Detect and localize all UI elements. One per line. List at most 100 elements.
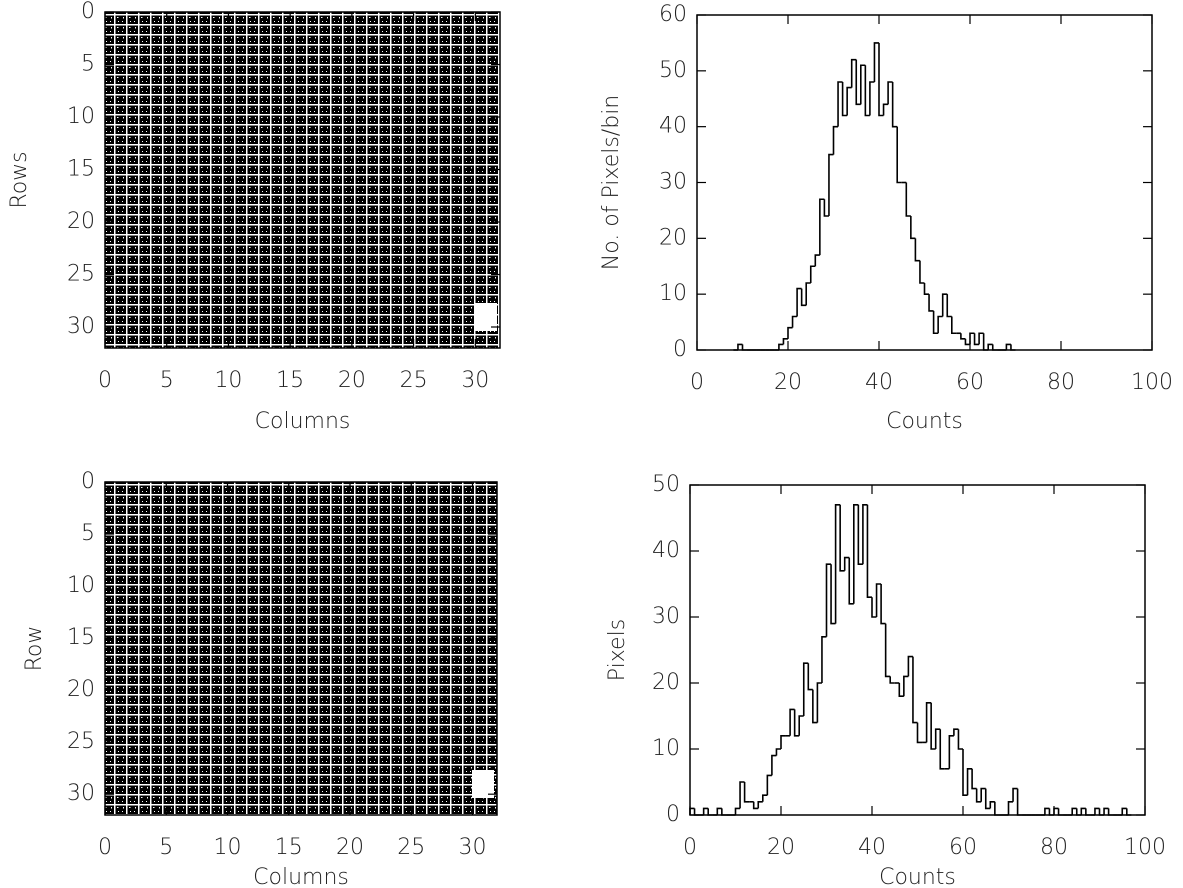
histogram-step <box>978 332 984 345</box>
x-axis-label: Columns <box>255 409 351 434</box>
histogram-step <box>796 287 802 317</box>
histogram-step <box>987 343 993 350</box>
y-tick-label: 25 <box>67 262 95 287</box>
histogram-step <box>932 310 939 335</box>
histogram-step <box>866 504 872 598</box>
histogram-step <box>896 126 902 184</box>
histogram-step <box>775 748 781 756</box>
x-tick-label: 60 <box>949 835 977 860</box>
histogram-step <box>937 315 943 334</box>
histogram-step <box>1005 343 1011 350</box>
histogram-step <box>743 782 750 803</box>
histogram-step <box>812 689 818 724</box>
histogram-step <box>887 81 893 105</box>
histogram-step <box>951 316 957 335</box>
y-tick-label: 10 <box>67 573 95 598</box>
histogram-step <box>969 332 975 345</box>
histogram-step <box>771 754 777 776</box>
histogram-step <box>741 344 748 351</box>
histogram-step <box>1103 807 1109 815</box>
histogram-step <box>919 260 925 284</box>
histogram-step <box>814 254 820 267</box>
x-tick-label: 20 <box>338 368 366 393</box>
y-tick-label: 0 <box>81 0 95 24</box>
x-tick-label: 25 <box>397 835 425 860</box>
x-tick-label: 100 <box>1131 370 1173 395</box>
histogram-step <box>846 86 852 116</box>
x-axis-label: Columns <box>253 865 349 888</box>
histogram-step <box>821 636 827 683</box>
histogram-step <box>805 282 811 306</box>
histogram-step <box>875 583 882 617</box>
histogram-step <box>898 683 904 697</box>
histogram-step <box>1094 807 1100 815</box>
histogram-step <box>752 801 759 810</box>
x-tick-label: 0 <box>98 368 112 393</box>
histogram-step <box>832 125 839 155</box>
histogram-step <box>834 504 841 624</box>
histogram-step <box>702 807 709 815</box>
histogram-step <box>960 333 966 340</box>
histogram-step <box>855 59 861 106</box>
histogram-step <box>923 283 930 295</box>
y-tick-label: 0 <box>666 802 680 827</box>
histogram-step <box>914 238 920 262</box>
histogram-step <box>975 788 982 803</box>
x-tick-label: 20 <box>774 370 802 395</box>
histogram-step <box>1016 788 1023 816</box>
histogram-step <box>880 584 886 625</box>
histogram-step <box>1012 787 1018 802</box>
x-tick-label: 15 <box>275 835 303 860</box>
histogram-step <box>791 315 798 328</box>
histogram-step <box>800 288 807 307</box>
histogram-step <box>848 557 854 605</box>
histogram-step <box>903 675 909 697</box>
histogram-step <box>737 343 743 350</box>
histogram-step <box>762 794 768 802</box>
x-tick-label: 25 <box>400 368 428 393</box>
histogram-step <box>882 103 889 116</box>
histogram-step <box>971 768 977 790</box>
x-tick-label: 5 <box>159 835 173 860</box>
y-tick-label: 30 <box>652 604 680 629</box>
y-axis-label: Rows <box>7 151 32 208</box>
pixel-image <box>105 482 497 815</box>
histogram-step <box>962 749 968 796</box>
histogram-step <box>957 729 963 750</box>
y-tick-label: 40 <box>652 538 680 563</box>
x-axis-label: Counts <box>879 865 956 888</box>
histogram-step <box>871 597 877 618</box>
y-tick-label: 20 <box>67 209 95 234</box>
y-axis-label: No. of Pixels/bin <box>599 95 624 271</box>
histogram-step <box>939 729 945 770</box>
pixel-image <box>105 12 500 348</box>
histogram-step <box>816 682 822 723</box>
histogram-step <box>964 338 970 346</box>
y-axis-label: Row <box>22 626 47 672</box>
histogram-step <box>782 338 788 345</box>
y-tick-label: 40 <box>659 114 687 139</box>
histogram-step <box>1071 807 1077 815</box>
histogram-step <box>1007 801 1014 815</box>
histogram-step <box>934 728 941 749</box>
histogram-step <box>828 153 834 216</box>
y-tick-label: 10 <box>652 736 680 761</box>
histogram-step <box>930 702 936 750</box>
x-tick-label: 20 <box>336 835 364 860</box>
histogram-step <box>825 563 832 637</box>
x-tick-label: 15 <box>276 368 304 393</box>
x-tick-label: 20 <box>767 835 795 860</box>
histogram-step <box>789 708 795 736</box>
x-tick-label: 80 <box>1047 370 1075 395</box>
histogram-step <box>980 787 986 802</box>
histogram-step <box>819 198 825 256</box>
y-tick-label: 0 <box>673 337 687 362</box>
histogram-step <box>739 781 745 809</box>
y-tick-label: 60 <box>659 2 687 27</box>
histogram-step <box>891 82 898 128</box>
histogram-step <box>973 333 980 346</box>
histogram-step <box>778 343 784 350</box>
histogram-step <box>905 182 911 217</box>
histogram-step <box>809 265 816 283</box>
x-tick-label: 5 <box>160 368 174 393</box>
